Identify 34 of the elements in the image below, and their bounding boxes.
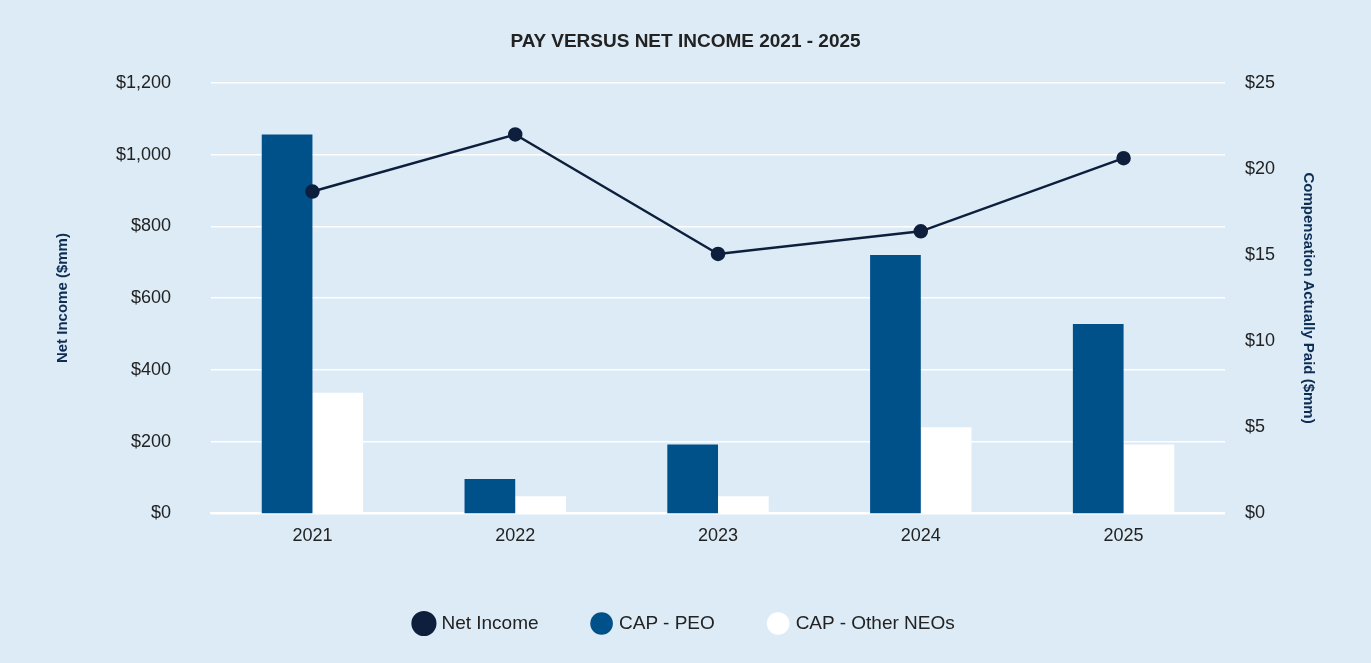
legend-label: Net Income xyxy=(441,611,539,633)
bar xyxy=(261,134,313,514)
y-axis-title: Net Income ($mm) xyxy=(53,233,71,364)
legend-label: CAP - PEO xyxy=(619,611,715,633)
legend-label: CAP - Other NEOs xyxy=(795,611,955,633)
y2-tick-label: $0 xyxy=(1244,502,1265,523)
y2-axis-title: Compensation Actually Paid ($mm) xyxy=(1300,172,1318,424)
y-tick-label: $400 xyxy=(131,358,172,379)
point xyxy=(913,224,929,239)
x-tick-label: 2023 xyxy=(697,525,739,546)
bar xyxy=(464,478,516,514)
y2-tick-label: $25 xyxy=(1244,71,1276,92)
point xyxy=(507,127,523,142)
bar xyxy=(667,444,719,514)
point xyxy=(710,246,726,262)
bar xyxy=(870,255,921,514)
x-tick-label: 2025 xyxy=(1103,525,1144,546)
point xyxy=(1116,150,1131,166)
x-tick-label: 2022 xyxy=(495,525,536,546)
y2-tick-label: $10 xyxy=(1244,330,1276,351)
chart-title: PAY VERSUS NET INCOME 2021 - 2025 xyxy=(510,29,862,51)
y-tick-label: $1,000 xyxy=(115,143,172,164)
y-tick-label: $800 xyxy=(131,215,172,236)
x-tick-label: 2024 xyxy=(900,525,941,546)
y2-tick-label: $15 xyxy=(1244,244,1276,265)
y2-tick-label: $5 xyxy=(1244,416,1265,437)
y-tick-label: $0 xyxy=(151,502,172,523)
point xyxy=(305,184,320,199)
y-tick-label: $600 xyxy=(131,287,172,308)
y-tick-label: $200 xyxy=(131,430,172,451)
y2-tick-label: $20 xyxy=(1244,157,1276,178)
y-tick-label: $1,200 xyxy=(115,71,172,92)
bar xyxy=(1072,323,1124,514)
x-tick-label: 2021 xyxy=(292,525,333,546)
